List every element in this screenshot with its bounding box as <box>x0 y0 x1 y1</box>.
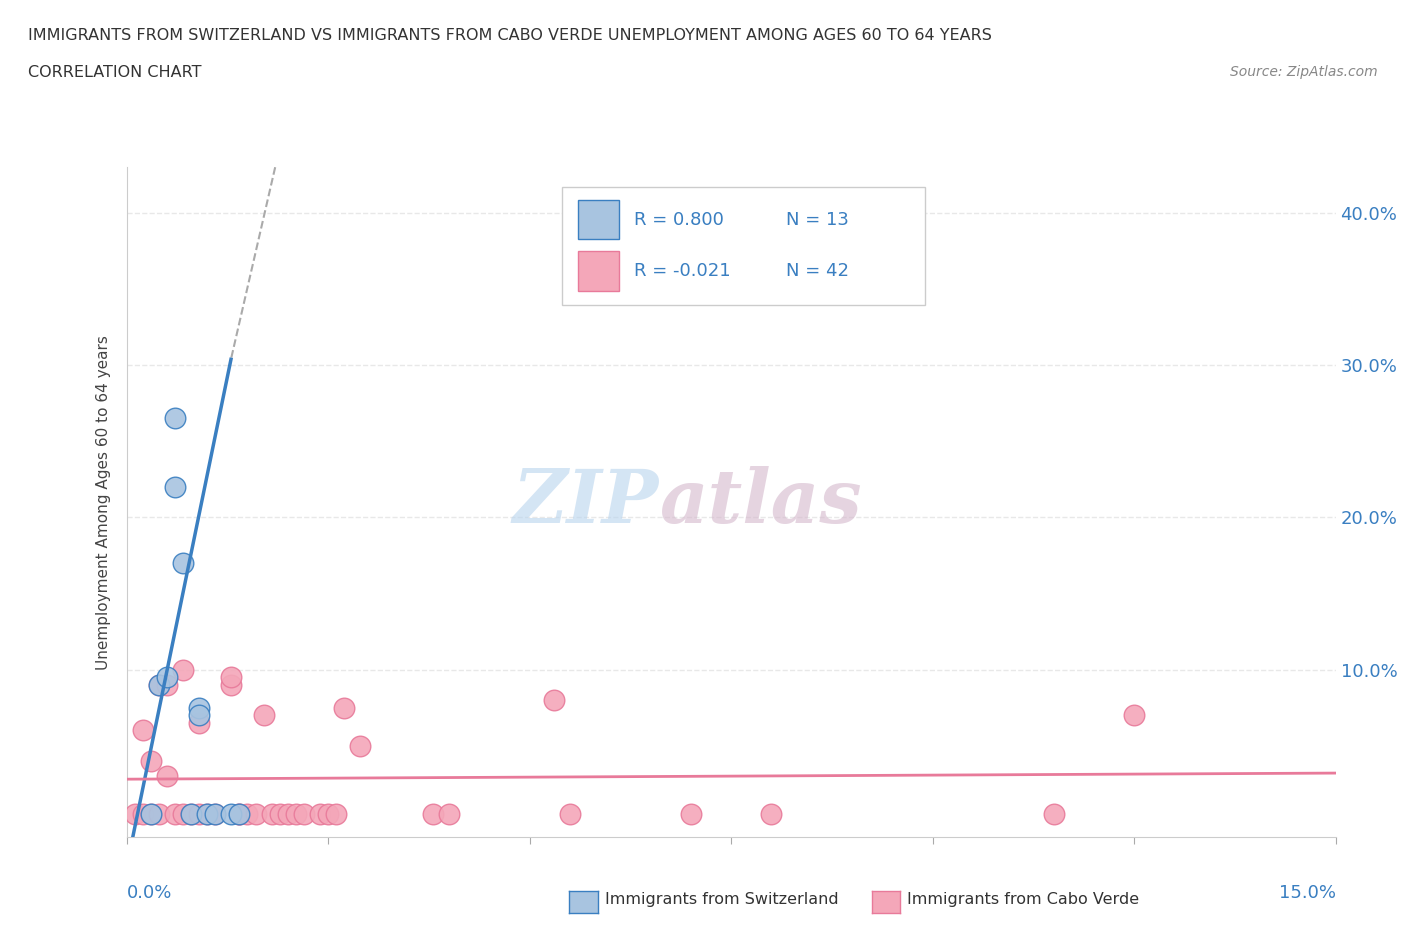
Point <box>316 806 339 821</box>
Point <box>131 723 153 737</box>
Point <box>228 806 250 821</box>
Point <box>221 670 243 684</box>
Point <box>139 753 162 768</box>
Point <box>284 806 307 821</box>
Point <box>543 693 565 708</box>
Point <box>172 555 194 570</box>
Point <box>204 806 226 821</box>
Point <box>679 806 702 821</box>
Text: CORRELATION CHART: CORRELATION CHART <box>28 65 201 80</box>
Point <box>309 806 332 821</box>
Point <box>163 806 186 821</box>
Point <box>325 806 347 821</box>
Point <box>188 700 211 715</box>
Point <box>156 769 179 784</box>
Point <box>163 480 186 495</box>
Point <box>228 806 250 821</box>
Text: N = 42: N = 42 <box>786 262 849 280</box>
Text: atlas: atlas <box>658 466 862 538</box>
Point <box>188 708 211 723</box>
Point <box>221 806 243 821</box>
Point <box>558 806 581 821</box>
Point <box>333 700 356 715</box>
Text: R = -0.021: R = -0.021 <box>634 262 731 280</box>
Text: R = 0.800: R = 0.800 <box>634 210 724 229</box>
Point <box>1042 806 1064 821</box>
Point <box>422 806 444 821</box>
Point <box>761 806 783 821</box>
Point <box>245 806 267 821</box>
Point <box>163 411 186 426</box>
Point <box>156 677 179 692</box>
Point <box>148 677 170 692</box>
Point <box>131 806 153 821</box>
Point <box>172 662 194 677</box>
Point <box>139 806 162 821</box>
Point <box>252 708 274 723</box>
Point <box>188 806 211 821</box>
Point <box>228 806 250 821</box>
Point <box>124 806 146 821</box>
Point <box>195 806 218 821</box>
Point <box>260 806 283 821</box>
Point <box>269 806 291 821</box>
Point <box>437 806 460 821</box>
Text: 0.0%: 0.0% <box>127 884 172 902</box>
Y-axis label: Unemployment Among Ages 60 to 64 years: Unemployment Among Ages 60 to 64 years <box>96 335 111 670</box>
FancyBboxPatch shape <box>578 200 619 239</box>
Point <box>195 806 218 821</box>
Point <box>292 806 315 821</box>
Point <box>277 806 299 821</box>
Point <box>156 670 179 684</box>
Point <box>139 806 162 821</box>
Point <box>148 677 170 692</box>
FancyBboxPatch shape <box>578 251 619 291</box>
Text: IMMIGRANTS FROM SWITZERLAND VS IMMIGRANTS FROM CABO VERDE UNEMPLOYMENT AMONG AGE: IMMIGRANTS FROM SWITZERLAND VS IMMIGRANT… <box>28 28 993 43</box>
Text: Immigrants from Switzerland: Immigrants from Switzerland <box>605 892 838 907</box>
Text: 15.0%: 15.0% <box>1278 884 1336 902</box>
Point <box>180 806 202 821</box>
Point <box>221 677 243 692</box>
Text: Source: ZipAtlas.com: Source: ZipAtlas.com <box>1230 65 1378 79</box>
Text: Immigrants from Cabo Verde: Immigrants from Cabo Verde <box>907 892 1139 907</box>
Point <box>148 806 170 821</box>
Point <box>236 806 259 821</box>
Point <box>1123 708 1146 723</box>
Text: ZIP: ZIP <box>512 466 658 538</box>
FancyBboxPatch shape <box>562 188 925 305</box>
Point <box>349 738 371 753</box>
Point <box>188 715 211 730</box>
Point <box>204 806 226 821</box>
Text: N = 13: N = 13 <box>786 210 848 229</box>
Point <box>172 806 194 821</box>
Point <box>180 806 202 821</box>
